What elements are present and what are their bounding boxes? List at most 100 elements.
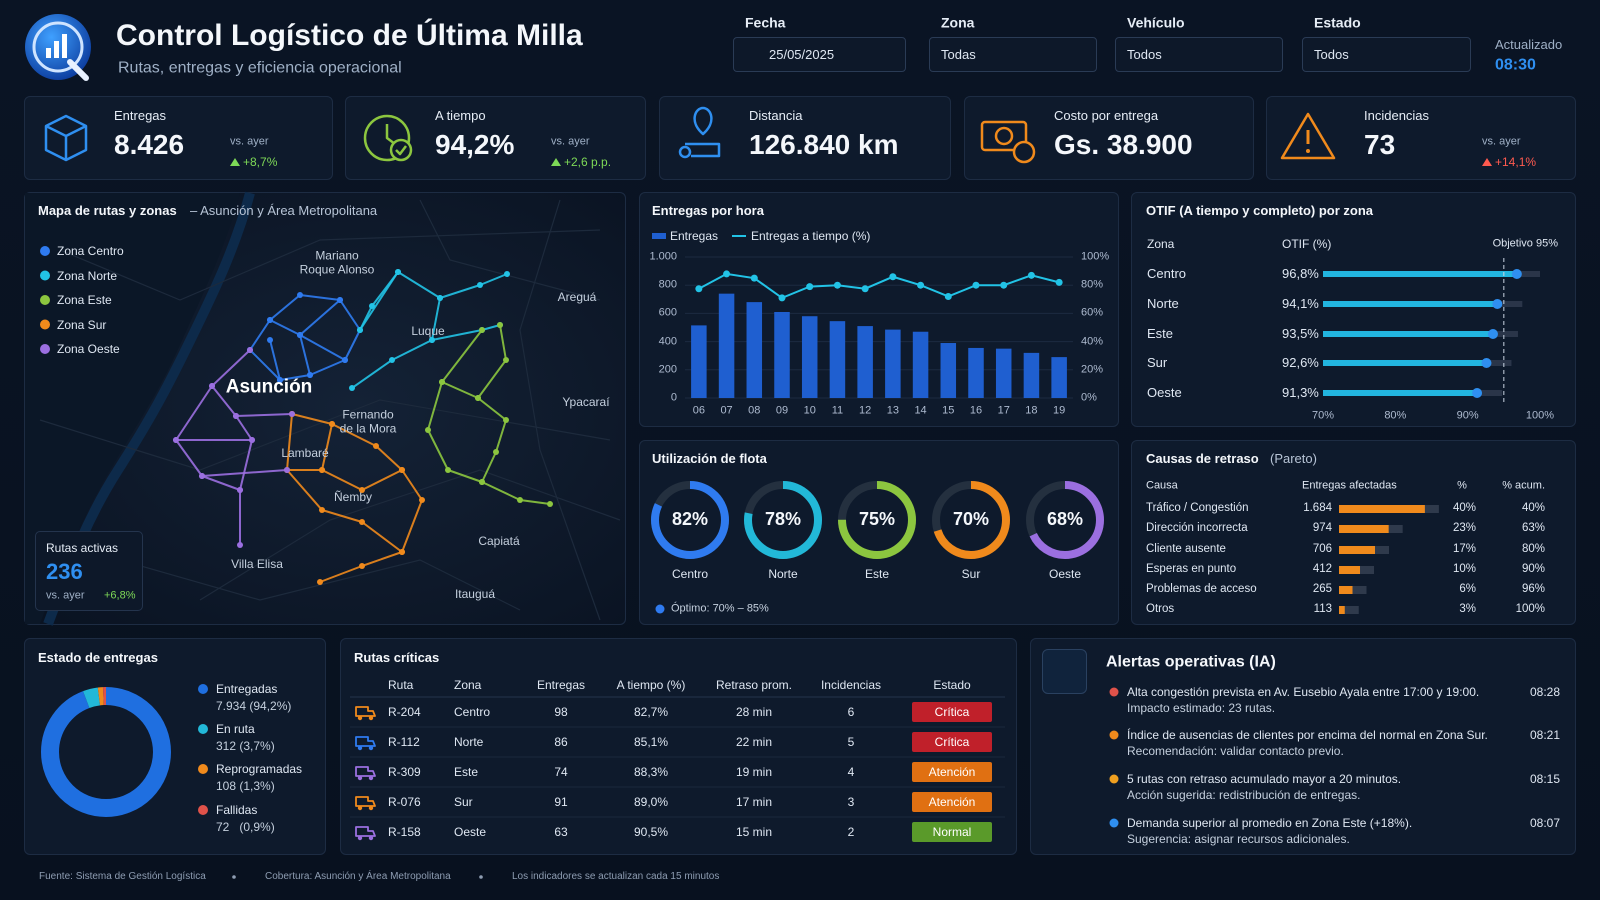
route-stop [237,487,243,493]
place-label: Lambaré [281,445,329,460]
kpi-arrow [1482,158,1492,166]
table-cell: Centro [454,704,491,719]
column-header: A tiempo (%) [616,677,686,692]
vehicle-icon [355,796,376,807]
x-tick-label: 80% [1384,409,1407,422]
map-subtitle: – Asunción y Área Metropolitana [190,203,378,219]
route-stop [337,297,343,303]
route-stop [399,549,405,555]
route-stop [419,497,425,503]
gauge-value: 75% [858,509,896,530]
route-line [175,349,251,545]
vehicle-icon [368,715,374,721]
filter-dropdown[interactable] [929,37,1097,72]
bar [1339,586,1353,594]
kpi-icon [1012,140,1036,164]
route-stop [199,473,205,479]
line-point [1000,281,1008,289]
line-point [917,281,925,289]
kpi-value: 73 [1364,129,1396,161]
column-header: Ruta [388,677,414,692]
route-line [291,413,423,583]
legend-dot [40,270,50,281]
table-cell: 63 [554,824,568,839]
active-routes-box [35,531,143,611]
x-tick-label: 12 [859,404,872,417]
filter-dropdown[interactable] [1302,37,1471,72]
filter-value: 25/05/2025 [769,47,835,63]
vehicle-icon [355,736,376,747]
value-label: 91,3% [1282,385,1319,401]
vehicle-icon [368,775,374,781]
status-badge [912,702,992,722]
route-line [321,423,403,491]
column-label: Entregas afectadas [1302,479,1397,492]
bar [774,311,790,398]
note-dot [655,604,665,614]
vehicle-icon [357,775,363,781]
kpi-icon [363,114,411,162]
filter-dropdown[interactable] [1115,37,1283,72]
title: Control Logístico de Última Milla [116,19,583,52]
value-label: 94,1% [1282,296,1319,312]
table-cell: Norte [454,734,484,749]
legend-dot [40,246,50,256]
route-stop [503,417,509,423]
legend-dot [40,319,50,330]
panel [1266,96,1576,180]
route-stop [437,295,443,301]
line-point [861,285,869,293]
alert-time: 08:28 [1529,684,1560,699]
alert-text: Acción sugerida: redistribución de entre… [1127,787,1361,802]
gauge-value: 82% [671,509,709,530]
alert-dot [1109,730,1119,740]
gauge-label: Centro [671,566,709,581]
active-routes-compare: vs. ayer [46,589,85,602]
route-stop [503,357,509,363]
route-stop [319,507,325,513]
route-stop [237,542,243,548]
vehicle-icon [357,715,363,721]
percent-label: 3% [1459,603,1476,616]
x-tick-label: 10 [803,404,816,417]
route-stop [479,327,485,333]
y2-tick-label: 40% [1081,335,1104,347]
bar [829,321,846,398]
table-cell: 15 min [735,824,773,839]
kpi-value: 126.840 km [749,129,899,161]
route-line [211,385,253,491]
legend-label: Fallidas [216,802,258,817]
status-badge [912,732,992,752]
legend-label: Entregas [670,228,719,243]
bar [1339,566,1361,574]
legend-value: 108 (1,3%) [216,778,275,793]
chart-title: OTIF (A tiempo y completo) por zona [1146,203,1374,219]
bar [1323,301,1498,307]
column-header: Retraso prom. [715,677,793,692]
filter-dropdown[interactable] [733,37,906,72]
x-tick-label: 07 [720,404,733,417]
road [419,199,601,301]
route-stop [359,519,365,525]
x-tick-label: 08 [748,404,761,417]
route-stop [173,437,179,443]
route-stop [389,357,395,363]
updated-time: 08:30 [1495,56,1536,74]
route-stop [475,395,481,401]
status-badge [912,822,992,842]
value-label: 974 [1312,522,1332,535]
legend-label: Zona Oeste [57,341,120,356]
alerts-title: Alertas operativas (IA) [1106,653,1276,671]
kpi-label: Distancia [749,108,803,124]
bar [857,326,873,398]
x-tick-label: 06 [692,404,705,417]
route-line [235,413,293,417]
table-cell: 22 min [735,734,773,749]
legend-label: Reprogramadas [216,761,303,776]
legend-label: Zona Centro [57,243,124,258]
panel [340,638,1017,855]
category-label: Dirección incorrecta [1146,522,1248,535]
active-routes-value: 236 [46,558,83,584]
route-stop [277,377,283,383]
